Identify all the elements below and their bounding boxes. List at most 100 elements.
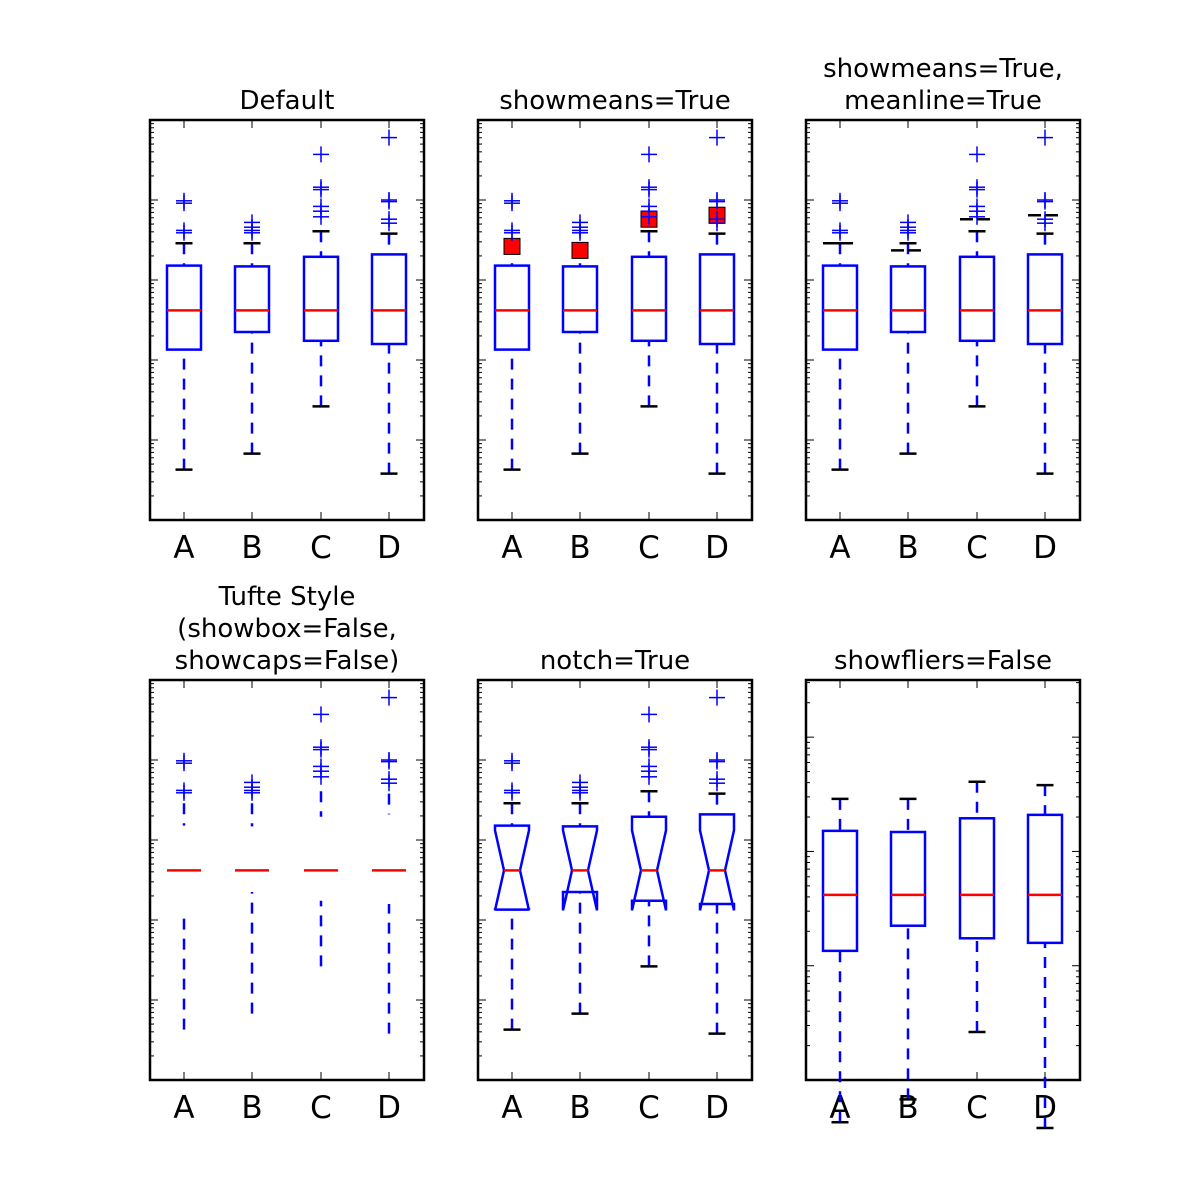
flier-point <box>244 784 260 801</box>
flier-point <box>641 208 657 225</box>
flier-point <box>969 208 985 225</box>
flier-point <box>313 768 329 785</box>
box <box>889 830 927 927</box>
axes-frame <box>476 118 754 522</box>
notched-box <box>630 815 668 911</box>
axes-frame <box>804 678 1082 1082</box>
panel-1: Default A B C D <box>148 86 426 566</box>
box <box>493 264 531 351</box>
x-tick-label-b: B <box>569 1090 590 1126</box>
flier-point <box>969 181 985 198</box>
box <box>233 265 271 334</box>
flier-point <box>381 689 397 706</box>
flier-point <box>641 768 657 785</box>
axes-frame <box>148 678 426 1082</box>
flier-point <box>313 146 329 163</box>
flier-point <box>1037 129 1053 146</box>
flier-point <box>969 146 985 163</box>
panel-title-line: showcaps=False) <box>175 646 400 676</box>
flier-point <box>709 775 725 792</box>
x-tick-label-c: C <box>638 530 660 566</box>
flier-point <box>832 195 848 212</box>
x-tick-label-a: A <box>501 530 522 566</box>
flier-point <box>832 224 848 241</box>
panel-3: showmeans=True,meanline=True A B C D <box>804 54 1082 566</box>
flier-point <box>709 193 725 210</box>
box <box>821 264 859 351</box>
box <box>958 817 996 940</box>
notched-box <box>493 824 531 911</box>
panel-4: Tufte Style(showbox=False,showcaps=False… <box>148 582 426 1126</box>
x-tick-label-a: A <box>501 1090 522 1126</box>
box <box>561 265 599 334</box>
flier-point <box>381 129 397 146</box>
flier-point <box>572 224 588 241</box>
flier-point <box>709 753 725 770</box>
x-tick-label-b: B <box>569 530 590 566</box>
box <box>370 253 408 346</box>
box <box>165 264 203 351</box>
axes-frame <box>148 118 426 522</box>
flier-point <box>176 755 192 772</box>
flier-point <box>900 224 916 241</box>
box <box>1026 813 1064 945</box>
panel-title-line: notch=True <box>540 646 690 676</box>
axes-frame <box>804 118 1082 522</box>
flier-point <box>176 784 192 801</box>
flier-point <box>504 224 520 241</box>
x-tick-label-c: C <box>310 1090 332 1126</box>
panel-title-line: Default <box>240 86 335 116</box>
flier-point <box>641 706 657 723</box>
panel-title-line: Tufte Style <box>218 582 356 612</box>
flier-point <box>641 181 657 198</box>
box <box>958 255 996 343</box>
flier-point <box>244 224 260 241</box>
box <box>302 255 340 343</box>
x-tick-label-c: C <box>966 530 988 566</box>
flier-point <box>313 706 329 723</box>
x-tick-label-c: C <box>310 530 332 566</box>
flier-point <box>1037 193 1053 210</box>
flier-point <box>504 755 520 772</box>
flier-point <box>709 689 725 706</box>
x-tick-label-b: B <box>897 530 918 566</box>
mean-marker <box>571 241 589 259</box>
flier-point <box>313 181 329 198</box>
flier-point <box>381 753 397 770</box>
panel-title-line: showfliers=False <box>834 646 1052 676</box>
x-tick-label-d: D <box>705 530 729 566</box>
panel-title-line: meanline=True <box>844 86 1042 116</box>
flier-point <box>313 741 329 758</box>
flier-point <box>709 215 725 232</box>
x-tick-label-d: D <box>377 530 401 566</box>
x-tick-label-a: A <box>173 1090 194 1126</box>
x-tick-label-b: B <box>241 530 262 566</box>
box <box>1026 253 1064 346</box>
flier-point <box>572 784 588 801</box>
flier-point <box>176 195 192 212</box>
panel-title-line: showmeans=True <box>499 86 731 116</box>
flier-point <box>381 215 397 232</box>
flier-point <box>381 193 397 210</box>
box <box>698 253 736 346</box>
flier-point <box>504 195 520 212</box>
box <box>821 829 859 953</box>
notched-box <box>561 825 599 911</box>
panel-5: notch=True A B C D <box>476 646 754 1126</box>
x-tick-label-d: D <box>1033 530 1057 566</box>
panel-title-line: showmeans=True, <box>823 54 1063 84</box>
flier-point <box>1037 215 1053 232</box>
flier-point <box>641 146 657 163</box>
x-tick-label-a: A <box>829 530 850 566</box>
x-tick-label-a: A <box>173 530 194 566</box>
flier-point <box>504 784 520 801</box>
flier-point <box>313 208 329 225</box>
x-tick-label-d: D <box>377 1090 401 1126</box>
x-tick-label-c: C <box>638 1090 660 1126</box>
flier-point <box>381 775 397 792</box>
box <box>630 255 668 343</box>
x-tick-label-d: D <box>705 1090 729 1126</box>
x-tick-label-a: A <box>829 1090 850 1126</box>
